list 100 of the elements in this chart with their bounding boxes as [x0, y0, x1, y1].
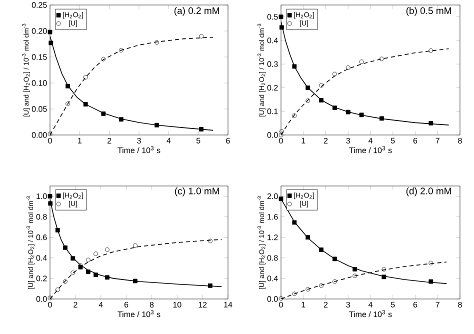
point — [55, 288, 60, 292]
point — [105, 275, 110, 280]
x-tick-label: 8 — [458, 302, 462, 308]
point — [94, 252, 98, 256]
x-tick-label: 2 — [108, 138, 112, 144]
x-tick-label: 7 — [436, 138, 440, 144]
x-tick-label: 3 — [137, 138, 141, 144]
x-tick-label: 4 — [368, 138, 372, 144]
y-tick-label: 0.1 — [267, 108, 278, 114]
x-tick-label: 6 — [413, 138, 418, 144]
x-tick-label: 5 — [196, 138, 200, 144]
point — [352, 267, 358, 272]
point — [319, 83, 324, 88]
x-tick-label: 6 — [226, 138, 230, 144]
x-tick-label: 1 — [302, 302, 306, 308]
x-tick-label: 6 — [124, 302, 128, 308]
point — [306, 98, 310, 103]
point — [332, 106, 337, 110]
x-tick-label: 4 — [368, 302, 372, 308]
x-tick-label: 6 — [413, 302, 418, 308]
point — [48, 201, 53, 206]
chart-title: (d) 2.0 mM — [406, 187, 451, 196]
point — [306, 287, 310, 292]
point — [332, 72, 337, 76]
point — [48, 30, 52, 34]
y-tick-label: 1.0 — [36, 193, 47, 200]
point — [352, 274, 358, 278]
y-tick-label: 0.4 — [36, 255, 47, 261]
point — [428, 48, 434, 53]
point — [70, 256, 76, 261]
x-axis-title: Time / 10$^{3}$ s — [349, 310, 392, 318]
y-tick-label: 0.4 — [267, 38, 278, 44]
y-tick-label: 0.20 — [32, 28, 47, 34]
y-tick-label: 0.8 — [36, 214, 47, 220]
point — [66, 102, 70, 106]
y-tick-label: 0.3 — [267, 61, 278, 67]
x-axis-title: Time / 10$^{3}$ s — [349, 146, 392, 154]
x-tick-label: 2 — [74, 302, 78, 308]
x-tick-label: 0 — [48, 138, 52, 144]
y-tick-label: 1.6 — [268, 214, 278, 220]
point — [199, 127, 204, 132]
point — [319, 98, 324, 102]
point — [279, 25, 284, 30]
x-tick-label: 12 — [198, 302, 207, 308]
point — [359, 112, 364, 118]
x-tick-label: 0 — [279, 302, 283, 308]
y-tick-label: 0.10 — [32, 80, 47, 86]
point — [332, 256, 337, 262]
point — [346, 110, 350, 114]
x-tick-label: 2 — [324, 138, 328, 144]
point — [63, 279, 68, 284]
point — [208, 238, 212, 244]
x-tick-label: 1 — [78, 138, 82, 144]
x-tick-label: 5 — [390, 138, 395, 144]
x-axis-title: Time / 10$^{3}$ s — [118, 310, 160, 318]
x-tick-label: 8 — [150, 302, 154, 308]
point — [94, 272, 98, 278]
point — [55, 228, 60, 232]
x-tick-label: 4 — [166, 138, 171, 144]
point — [428, 279, 434, 284]
x-tick-label: 2 — [324, 302, 328, 308]
x-tick-label: 5 — [390, 302, 395, 308]
y-tick-label: 0.8 — [267, 255, 278, 261]
point — [306, 86, 310, 90]
x-tick-label: 4 — [98, 302, 103, 308]
y-tick-label: 0.4 — [267, 276, 278, 282]
point — [63, 245, 68, 250]
point — [382, 267, 386, 272]
y-tick-label: 0.0 — [36, 296, 47, 302]
y-tick-label: 0.15 — [32, 54, 47, 60]
point — [359, 60, 364, 64]
x-tick-label: 3 — [346, 138, 350, 144]
point — [346, 65, 350, 70]
point — [154, 122, 160, 128]
point — [86, 258, 90, 262]
y-tick-label: 0.0 — [267, 132, 278, 138]
y-tick-label: 1.2 — [268, 234, 278, 240]
x-tick-label: 1 — [302, 138, 306, 144]
point — [132, 243, 138, 248]
point — [332, 279, 337, 284]
point — [292, 64, 297, 69]
point — [48, 194, 52, 198]
x-tick-label: 10 — [173, 302, 182, 308]
y-tick-label: 2.0 — [267, 193, 278, 200]
x-tick-label: 0 — [279, 138, 283, 144]
point — [101, 56, 106, 62]
x-axis-title: Time / 10$^{3}$ s — [118, 146, 160, 154]
y-tick-label: 0.0 — [267, 296, 278, 302]
point — [319, 283, 324, 288]
point — [199, 34, 204, 38]
point — [382, 274, 386, 280]
y-tick-label: 0.25 — [32, 2, 47, 8]
chart-title: (c) 1.0 mM — [175, 187, 220, 196]
point — [66, 84, 70, 88]
chart-title: (b) 0.5 mM — [406, 7, 451, 16]
point — [86, 270, 90, 274]
chart-title: (a) 0.2 mM — [174, 7, 220, 16]
point — [278, 196, 284, 202]
x-tick-label: 3 — [346, 302, 350, 308]
point — [154, 40, 160, 45]
